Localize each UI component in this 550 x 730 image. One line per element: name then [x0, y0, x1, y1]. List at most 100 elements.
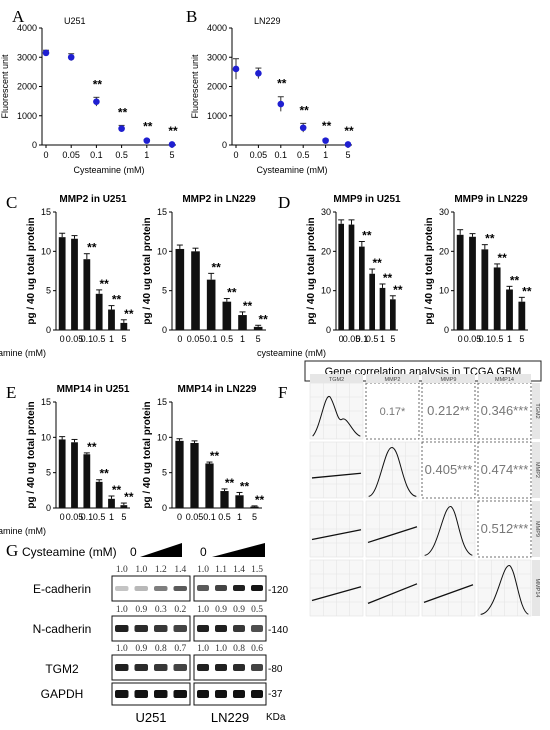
cell-line-label: LN229 — [211, 710, 249, 725]
y-axis-label: pg / 40 ug total protein — [26, 401, 37, 508]
y-tick-label: 3000 — [207, 52, 227, 62]
chart-title: MMP9 in U251 — [333, 194, 401, 205]
densitometry-value: 1.2 — [155, 565, 167, 575]
x-tick-label: 0.1 — [81, 334, 94, 344]
bar — [222, 301, 232, 330]
gene-side-label: TGM2 — [534, 403, 540, 418]
band — [197, 585, 209, 591]
band — [197, 625, 209, 632]
y-tick-label: 0 — [222, 140, 227, 150]
band — [173, 586, 187, 591]
cysteamine-title: Cysteamine (mM) — [22, 545, 117, 559]
x-tick-label: 0.1 — [90, 150, 103, 160]
corr-cell — [365, 382, 420, 440]
bar — [220, 491, 229, 508]
band — [173, 625, 187, 632]
bar — [191, 251, 200, 330]
zero-label-right: 0 — [200, 545, 207, 559]
x-tick-label: 5 — [121, 512, 126, 522]
x-tick-label: 1 — [380, 334, 385, 344]
bar — [83, 454, 91, 508]
gene-header-label: MMP14 — [495, 377, 514, 383]
significance-mark: ** — [211, 260, 221, 274]
densitometry-value: 1.0 — [197, 644, 209, 654]
band — [197, 664, 209, 671]
band — [215, 664, 227, 671]
x-tick-label: 0.05 — [464, 334, 482, 344]
significance-mark: ** — [168, 124, 178, 138]
panel-label-F: F — [278, 383, 287, 402]
bar — [456, 234, 464, 330]
gradient-triangle-left — [140, 543, 182, 557]
band — [134, 690, 148, 698]
band-label: TGM2 — [45, 662, 79, 676]
significance-mark: ** — [255, 493, 265, 507]
densitometry-value: 1.0 — [116, 565, 128, 575]
kda-marker: -37 — [268, 689, 283, 700]
y-tick-label: 15 — [41, 397, 51, 407]
significance-mark: ** — [258, 312, 268, 326]
densitometry-value: 0.9 — [215, 605, 227, 615]
band — [215, 625, 227, 632]
density-curve — [368, 447, 417, 497]
data-point — [277, 100, 285, 108]
x-tick-label: 5 — [121, 334, 126, 344]
band — [251, 625, 263, 632]
band — [197, 690, 209, 698]
chart-title: LN229 — [254, 16, 281, 26]
bar — [469, 236, 476, 330]
y-axis-label: Fluorescent unit — [190, 54, 200, 119]
correlation-value: 0.512*** — [481, 521, 529, 536]
regression-line — [423, 584, 474, 604]
corr-cell — [477, 500, 532, 558]
densitometry-value: 1.0 — [116, 605, 128, 615]
density-curve — [424, 506, 473, 556]
y-tick-label: 4000 — [207, 23, 227, 33]
densitometry-value: 0.9 — [233, 605, 245, 615]
bar — [250, 506, 259, 508]
bar — [71, 238, 78, 330]
band — [115, 625, 129, 632]
x-tick-label: 0.05 — [250, 150, 268, 160]
y-tick-label: 5 — [46, 468, 51, 478]
panel-label-G: G — [6, 541, 18, 560]
bar — [108, 498, 115, 508]
x-tick-label: 5 — [256, 334, 261, 344]
x-tick-label: 0.05 — [187, 334, 205, 344]
chart-title: MMP14 in LN229 — [178, 384, 257, 395]
correlation-value: 0.212** — [427, 403, 470, 418]
x-tick-label: 0.05 — [66, 512, 84, 522]
y-tick-label: 3000 — [17, 52, 37, 62]
x-axis-label: cysteamine (mM) — [257, 348, 326, 358]
gene-header-label: MMP9 — [441, 377, 457, 383]
x-tick-label: 5 — [345, 150, 350, 160]
significance-mark: ** — [93, 77, 103, 91]
x-axis-label: cysteamine (mM) — [0, 526, 46, 536]
band — [233, 585, 245, 591]
x-tick-label: 0.1 — [479, 334, 492, 344]
data-point — [255, 70, 262, 77]
significance-mark: ** — [210, 449, 220, 463]
densitometry-value: 1.0 — [197, 605, 209, 615]
x-axis-label: Cysteamine (mM) — [73, 165, 144, 175]
significance-mark: ** — [240, 479, 250, 493]
x-tick-label: 1 — [109, 334, 114, 344]
cell-line-label: U251 — [135, 710, 166, 725]
y-tick-label: 10 — [439, 286, 449, 296]
significance-mark: ** — [277, 77, 287, 91]
band — [215, 585, 227, 591]
densitometry-value: 0.8 — [233, 644, 245, 654]
y-tick-label: 0 — [162, 503, 167, 513]
significance-mark: ** — [510, 273, 520, 287]
kda-marker: -80 — [268, 664, 283, 675]
band-label: GAPDH — [41, 687, 84, 701]
data-point — [93, 98, 100, 106]
y-tick-label: 10 — [321, 286, 331, 296]
y-tick-label: 0 — [444, 325, 449, 335]
data-point — [143, 137, 151, 144]
band — [233, 664, 245, 671]
densitometry-value: 0.8 — [155, 644, 167, 654]
band — [134, 664, 148, 671]
gene-side-bg — [532, 501, 540, 557]
